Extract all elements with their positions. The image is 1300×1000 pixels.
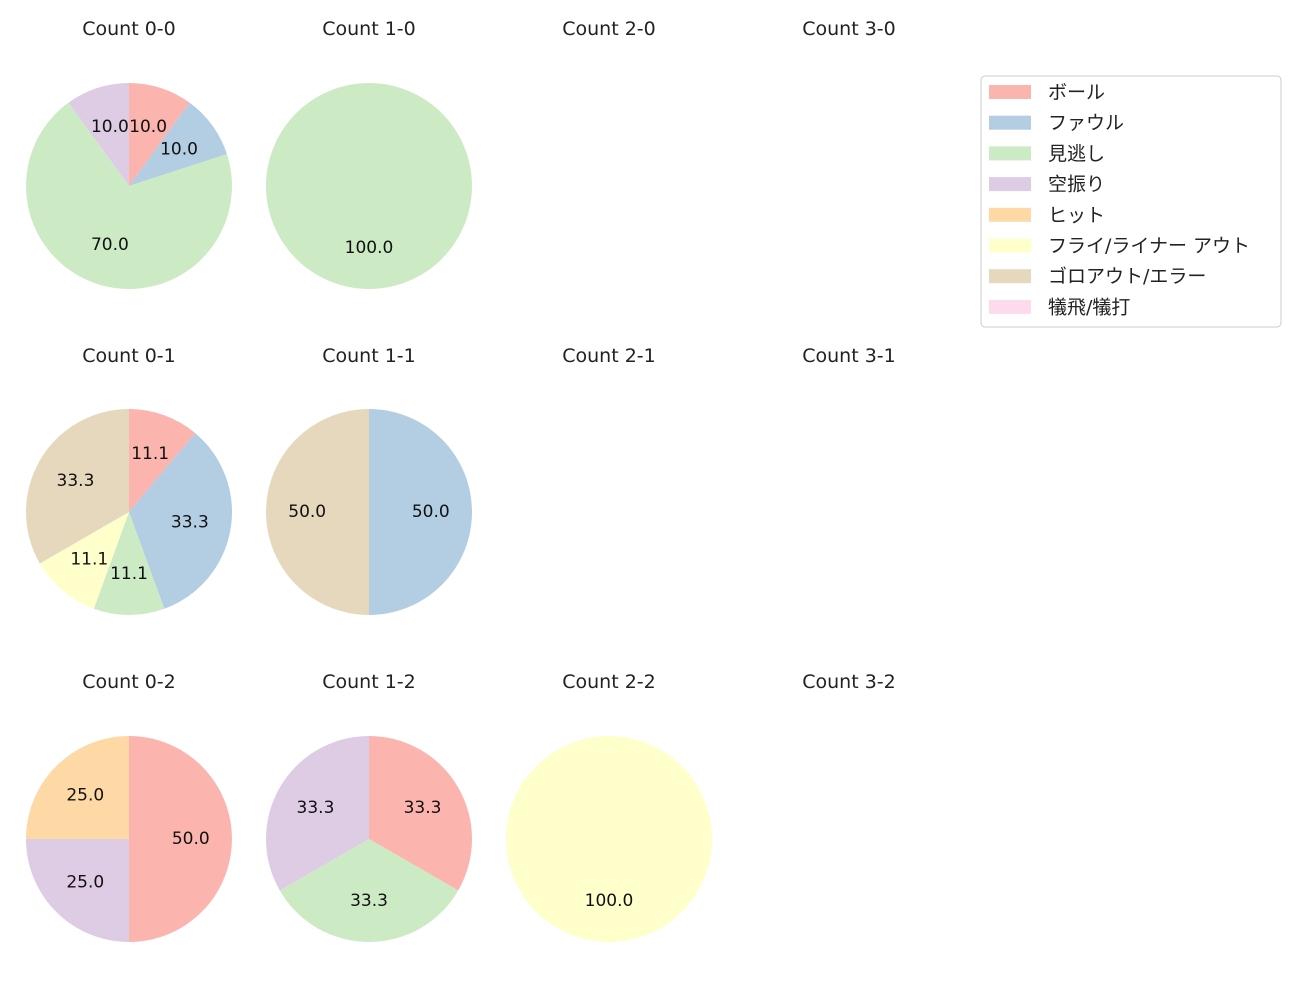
slice-label: 25.0 <box>66 785 104 805</box>
slice-label: 70.0 <box>91 235 129 255</box>
slice-label: 10.0 <box>160 140 198 160</box>
panel-title: Count 3-2 <box>802 671 896 693</box>
slice-label: 10.0 <box>129 117 167 137</box>
legend-swatch <box>989 85 1031 99</box>
legend-label: 犠飛/犠打 <box>1048 296 1130 318</box>
panel-title: Count 1-0 <box>322 18 416 40</box>
pie-slice <box>93 512 165 615</box>
legend-label: ゴロアウト/エラー <box>1048 266 1206 288</box>
pie-panel: Count 0-111.133.311.111.133.3 <box>26 345 232 615</box>
legend-label: ボール <box>1048 82 1105 104</box>
legend-swatch <box>989 177 1031 192</box>
slice-label: 50.0 <box>412 502 450 522</box>
legend-item: 見逃し <box>989 143 1105 165</box>
legend-label: フライ/ライナー アウト <box>1048 235 1250 257</box>
legend-item: ファウル <box>989 112 1124 134</box>
pie-panel: Count 0-010.010.070.010.0 <box>25 18 233 289</box>
legend-item: ボール <box>989 82 1105 104</box>
pie-slice <box>369 409 472 615</box>
pie-slice <box>26 409 130 564</box>
pie-panel: Count 2-2 100.0 <box>506 671 712 942</box>
legend-item: 犠飛/犠打 <box>989 296 1130 318</box>
slice-label: 100.0 <box>585 891 634 911</box>
pie-slice <box>266 409 369 615</box>
pie-slice <box>25 102 233 289</box>
slice-label: 50.0 <box>288 502 326 522</box>
slice-label: 100.0 <box>345 238 394 258</box>
legend-label: ヒット <box>1048 204 1105 226</box>
legend-label: 空振り <box>1048 174 1105 196</box>
pie-panel: Count 2-1 <box>562 345 656 367</box>
legend-item: ゴロアウト/エラー <box>989 266 1206 288</box>
legend-swatch <box>989 238 1031 253</box>
legend-item: ヒット <box>989 204 1105 226</box>
panel-title: Count 3-0 <box>802 18 896 40</box>
slice-label: 33.3 <box>57 471 95 491</box>
pie-slice <box>129 409 196 512</box>
pie-slice <box>129 433 232 609</box>
slice-label: 10.0 <box>91 117 129 137</box>
pie-slice <box>129 102 227 186</box>
pie-slice <box>129 736 232 942</box>
slice-label: 11.1 <box>70 549 108 569</box>
pie-slice <box>26 736 129 839</box>
panel-title: Count 0-2 <box>82 671 176 693</box>
slice-label: 25.0 <box>66 873 104 893</box>
pie-panel: Count 1-2 33.3 33.3 33.3 <box>266 671 472 942</box>
legend-swatch <box>989 146 1031 161</box>
slice-label: 33.3 <box>171 513 209 533</box>
pie-slice <box>369 736 472 891</box>
legend-label: 見逃し <box>1048 143 1105 165</box>
slice-label: 33.3 <box>297 798 335 818</box>
legend-item: フライ/ライナー アウト <box>989 235 1250 257</box>
panel-title: Count 0-1 <box>82 345 176 367</box>
pie-slice <box>39 512 129 609</box>
pie-slice <box>266 736 369 891</box>
panel-title: Count 2-2 <box>562 671 656 693</box>
pie-panel: Count 0-2 50.0 25.0 25.0 <box>26 671 232 942</box>
legend-swatch <box>989 299 1031 314</box>
slice-label: 33.3 <box>350 891 388 911</box>
pie-slice <box>266 83 472 289</box>
pie-slice <box>506 736 712 942</box>
pie-panel: Count 3-2 <box>802 671 896 693</box>
legend-swatch <box>989 269 1031 284</box>
panel-title: Count 1-1 <box>322 345 416 367</box>
pie-panel: Count 2-0 <box>562 18 656 40</box>
panel-title: Count 2-0 <box>562 18 656 40</box>
slice-label: 33.3 <box>404 798 442 818</box>
pie-slice <box>68 83 129 186</box>
panel-title: Count 1-2 <box>322 671 416 693</box>
pie-slice <box>129 83 190 186</box>
panel-title: Count 3-1 <box>802 345 896 367</box>
pie-panel: Count 1-1 50.0 50.0 <box>266 345 472 615</box>
legend-swatch <box>989 207 1031 222</box>
legend-item: 空振り <box>989 174 1105 196</box>
pie-panel: Count 1-0 100.0 <box>266 18 472 289</box>
pie-panel: Count 3-0 <box>802 18 896 40</box>
slice-label: 50.0 <box>172 829 210 849</box>
legend-label: ファウル <box>1048 112 1124 134</box>
pie-panel: Count 3-1 <box>802 345 896 367</box>
panel-title: Count 2-1 <box>562 345 656 367</box>
legend-frame <box>980 75 1282 328</box>
legend-swatch <box>989 115 1031 130</box>
slice-label: 11.1 <box>131 444 169 464</box>
pie-slice <box>26 839 129 942</box>
panel-title: Count 0-0 <box>82 18 176 40</box>
slice-label: 11.1 <box>110 564 148 584</box>
